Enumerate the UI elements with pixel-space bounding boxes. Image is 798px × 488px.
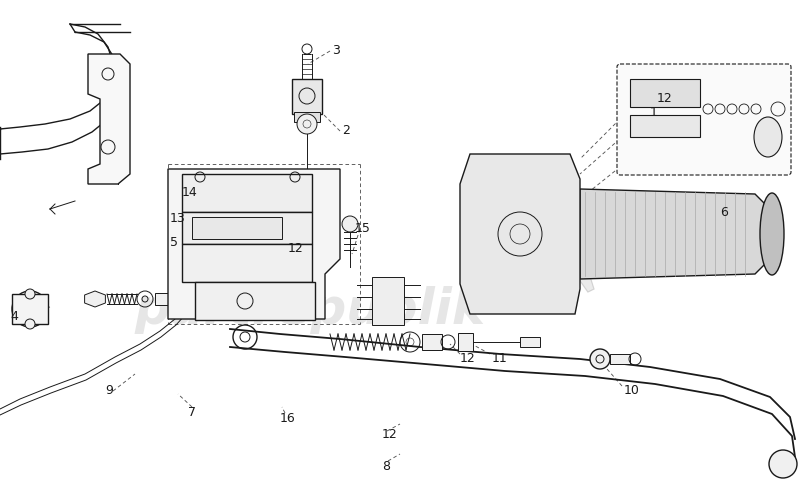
Circle shape [25,319,35,329]
Text: 3: 3 [332,43,340,57]
Text: 12: 12 [657,92,673,105]
Bar [182,175,312,213]
Circle shape [558,235,578,254]
Text: 11: 11 [492,351,508,364]
Circle shape [769,450,797,478]
Bar [192,218,282,240]
Text: 12: 12 [460,351,476,364]
Circle shape [342,217,358,232]
Bar [292,80,322,115]
Text: 16: 16 [280,411,296,424]
Text: 6: 6 [720,206,728,219]
Circle shape [590,349,610,369]
Polygon shape [516,193,620,296]
Circle shape [25,289,35,299]
Bar [372,278,404,325]
Text: 10: 10 [624,384,640,397]
Text: 15: 15 [355,221,371,234]
Text: 14: 14 [182,186,198,199]
Text: 5: 5 [170,236,178,249]
Bar [610,354,630,364]
Bar [12,294,48,325]
Text: 8: 8 [382,459,390,471]
Ellipse shape [754,118,782,158]
Text: 12: 12 [382,427,397,441]
Polygon shape [460,155,580,314]
Text: partrepublik: partrepublik [134,285,485,333]
Bar [422,334,442,350]
Bar [630,116,700,138]
Text: 1: 1 [650,105,658,118]
Text: 13: 13 [170,211,186,224]
Text: 2: 2 [342,123,350,136]
Polygon shape [580,190,765,280]
Ellipse shape [760,194,784,275]
Bar [458,333,473,351]
Bar [195,283,315,320]
Bar [294,113,320,123]
Text: 9: 9 [105,383,113,396]
Bar [182,213,312,244]
Polygon shape [88,55,130,184]
FancyBboxPatch shape [617,65,791,176]
Bar [182,244,312,283]
Text: 7: 7 [188,405,196,418]
Bar [155,293,173,305]
Polygon shape [85,291,105,307]
Bar [520,337,540,347]
Circle shape [297,115,317,135]
Circle shape [548,224,588,264]
Bar [630,80,700,108]
Text: 12: 12 [288,241,304,254]
Polygon shape [168,170,340,319]
Text: 4: 4 [10,309,18,322]
